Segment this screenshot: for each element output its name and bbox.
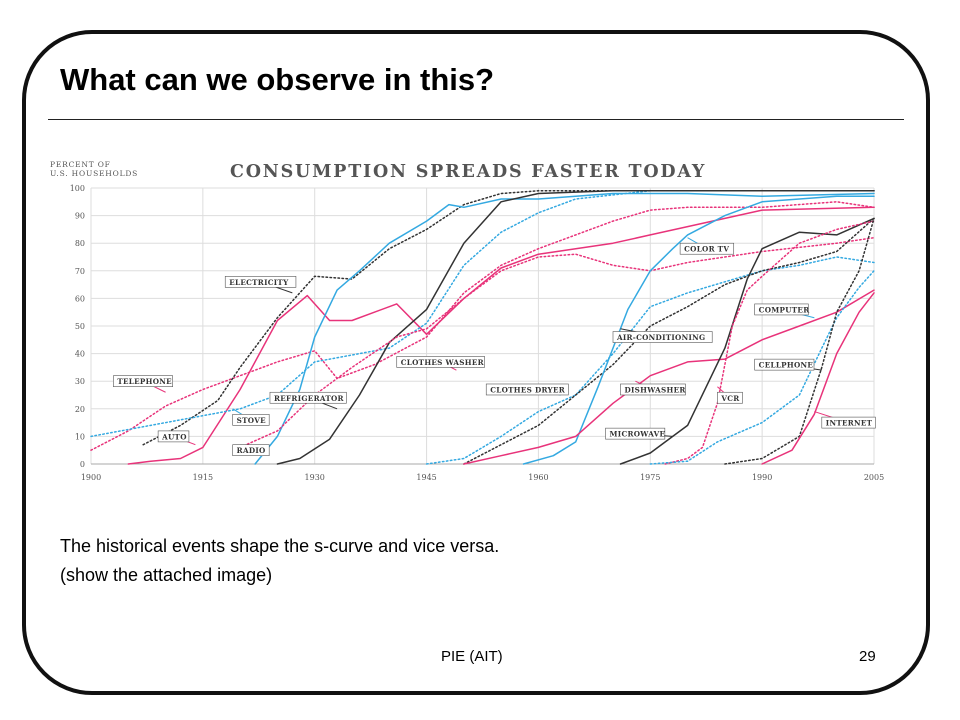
- x-tick-label: 1960: [528, 473, 548, 482]
- series-line-color-tv: [522, 195, 875, 465]
- annotation-box: [754, 358, 815, 371]
- annotation-auto: AUTO: [157, 430, 196, 446]
- series-line-electricity: [142, 190, 875, 446]
- y-tick-label: 60: [75, 294, 85, 303]
- x-tick-label: 1990: [752, 473, 772, 482]
- caption-line-2: (show the attached image): [60, 565, 273, 585]
- consumption-chart: CONSUMPTION SPREADS FASTER TODAY PERCENT…: [50, 160, 884, 482]
- annotation-text: RADIO: [237, 446, 266, 455]
- slide-frame: [22, 30, 930, 695]
- slide-title: What can we observe in this?: [60, 62, 495, 97]
- annotation-box: [113, 375, 173, 387]
- x-tick-label: 1915: [193, 473, 213, 482]
- x-tick-label: 1930: [305, 473, 325, 482]
- annotation-box: [754, 303, 809, 316]
- annotation-electricity: ELECTRICITY: [224, 276, 297, 294]
- series-line-computer: [649, 270, 875, 465]
- y-tick-label: 70: [75, 267, 85, 276]
- chart-title: CONSUMPTION SPREADS FASTER TODAY: [230, 162, 706, 182]
- annotation-color-tv: COLOR TV: [679, 237, 735, 255]
- series-layer: [90, 190, 875, 465]
- annotation-text: ELECTRICITY: [229, 278, 289, 287]
- chart-container: CONSUMPTION SPREADS FASTER TODAY PERCENT…: [48, 150, 892, 500]
- tick-layer: 0 10 20 30 40 50 60 70 80 90 100 1900 1915 1930 1945 19…: [70, 184, 884, 482]
- caption-line-1: The historical events shape the s-curve …: [60, 536, 500, 556]
- annotation-computer: COMPUTER: [754, 303, 815, 319]
- annotation-text: STOVE: [237, 416, 266, 425]
- annotation-microwave: MICROWAVE: [605, 427, 673, 440]
- series-line-radio: [254, 192, 875, 465]
- annotation-text: CELLPHONE: [759, 361, 814, 370]
- annotation-box: [821, 416, 876, 429]
- grid-layer: [90, 187, 875, 465]
- y-tick-label: 20: [75, 405, 85, 414]
- series-line-stove: [90, 190, 875, 438]
- label-layer: TELEPHONE ELECTRICITY AUTO STOVE RADIO REFRIG…: [113, 237, 876, 457]
- annotation-text: AIR-CONDITIONING: [616, 333, 705, 342]
- annotation-text: TELEPHONE: [117, 377, 172, 386]
- series-line-microwave: [619, 217, 875, 465]
- series-line-vcr: [664, 220, 875, 465]
- annotation-telephone: TELEPHONE: [113, 375, 173, 393]
- annotation-text: CLOTHES WASHER: [401, 358, 485, 367]
- annotation-clothes-dryer: CLOTHES DRYER: [485, 383, 569, 396]
- annotation-vcr: VCR: [717, 386, 743, 404]
- title-divider: [48, 119, 904, 120]
- annotation-text: VCR: [720, 394, 740, 403]
- x-tick-label: 1975: [640, 473, 660, 482]
- annotation-box: [679, 242, 735, 255]
- footer-source: PIE (AIT): [441, 648, 503, 665]
- annotation-box: [620, 383, 686, 396]
- series-line-air-conditioning: [463, 217, 875, 465]
- annotation-text: COLOR TV: [684, 245, 729, 254]
- annotation-box: [269, 391, 347, 404]
- y-axis-label-line1: PERCENT OF: [50, 160, 111, 169]
- series-line-telephone: [90, 201, 875, 451]
- y-tick-label: 100: [70, 184, 85, 193]
- page-number: 29: [859, 648, 876, 665]
- series-line-internet: [761, 292, 875, 465]
- y-tick-label: 80: [75, 239, 85, 248]
- y-tick-label: 0: [80, 460, 85, 469]
- series-line-clothes-dryer: [425, 256, 875, 465]
- annotation-box: [157, 430, 190, 443]
- annotation-clothes-washer: CLOTHES WASHER: [396, 356, 485, 371]
- y-axis-label-line2: U.S. HOUSEHOLDS: [50, 169, 138, 178]
- series-line-refrigerator: [276, 190, 875, 465]
- annotation-dishwasher: DISHWASHER: [620, 380, 686, 396]
- annotation-box: [605, 427, 666, 440]
- annotation-radio: RADIO: [232, 444, 270, 457]
- annotation-text: INTERNET: [826, 419, 873, 428]
- annotation-text: CLOTHES DRYER: [490, 385, 566, 394]
- series-line-cellphone: [724, 217, 875, 465]
- annotation-box: [232, 414, 270, 426]
- annotation-text: COMPUTER: [759, 305, 811, 314]
- y-tick-label: 40: [75, 350, 85, 359]
- y-tick-label: 90: [75, 212, 85, 221]
- series-line-auto: [127, 206, 875, 465]
- annotation-text: REFRIGERATOR: [274, 394, 345, 403]
- annotation-box: [612, 331, 713, 343]
- annotation-text: DISHWASHER: [624, 385, 686, 394]
- series-line-dishwasher: [463, 289, 875, 465]
- annotation-refrigerator: REFRIGERATOR: [269, 391, 347, 410]
- x-tick-label: 1900: [81, 473, 101, 482]
- annotation-internet: INTERNET: [814, 411, 876, 429]
- y-tick-label: 50: [75, 322, 85, 331]
- annotation-cellphone: CELLPHONE: [754, 358, 822, 371]
- annotation-stove: STOVE: [232, 408, 270, 426]
- annotation-box: [232, 444, 270, 457]
- annotation-box: [224, 276, 297, 288]
- annotation-air-conditioning: AIR-CONDITIONING: [612, 328, 713, 343]
- x-tick-label: 1945: [416, 473, 436, 482]
- annotation-box: [717, 391, 743, 404]
- annotation-text: MICROWAVE: [610, 430, 666, 439]
- annotation-text: AUTO: [161, 432, 187, 441]
- annotation-box: [485, 383, 569, 396]
- y-tick-label: 30: [75, 377, 85, 386]
- y-tick-label: 10: [75, 432, 85, 441]
- series-line-clothes-washer: [239, 236, 875, 449]
- x-tick-label: 2005: [864, 473, 884, 482]
- annotation-box: [396, 356, 485, 368]
